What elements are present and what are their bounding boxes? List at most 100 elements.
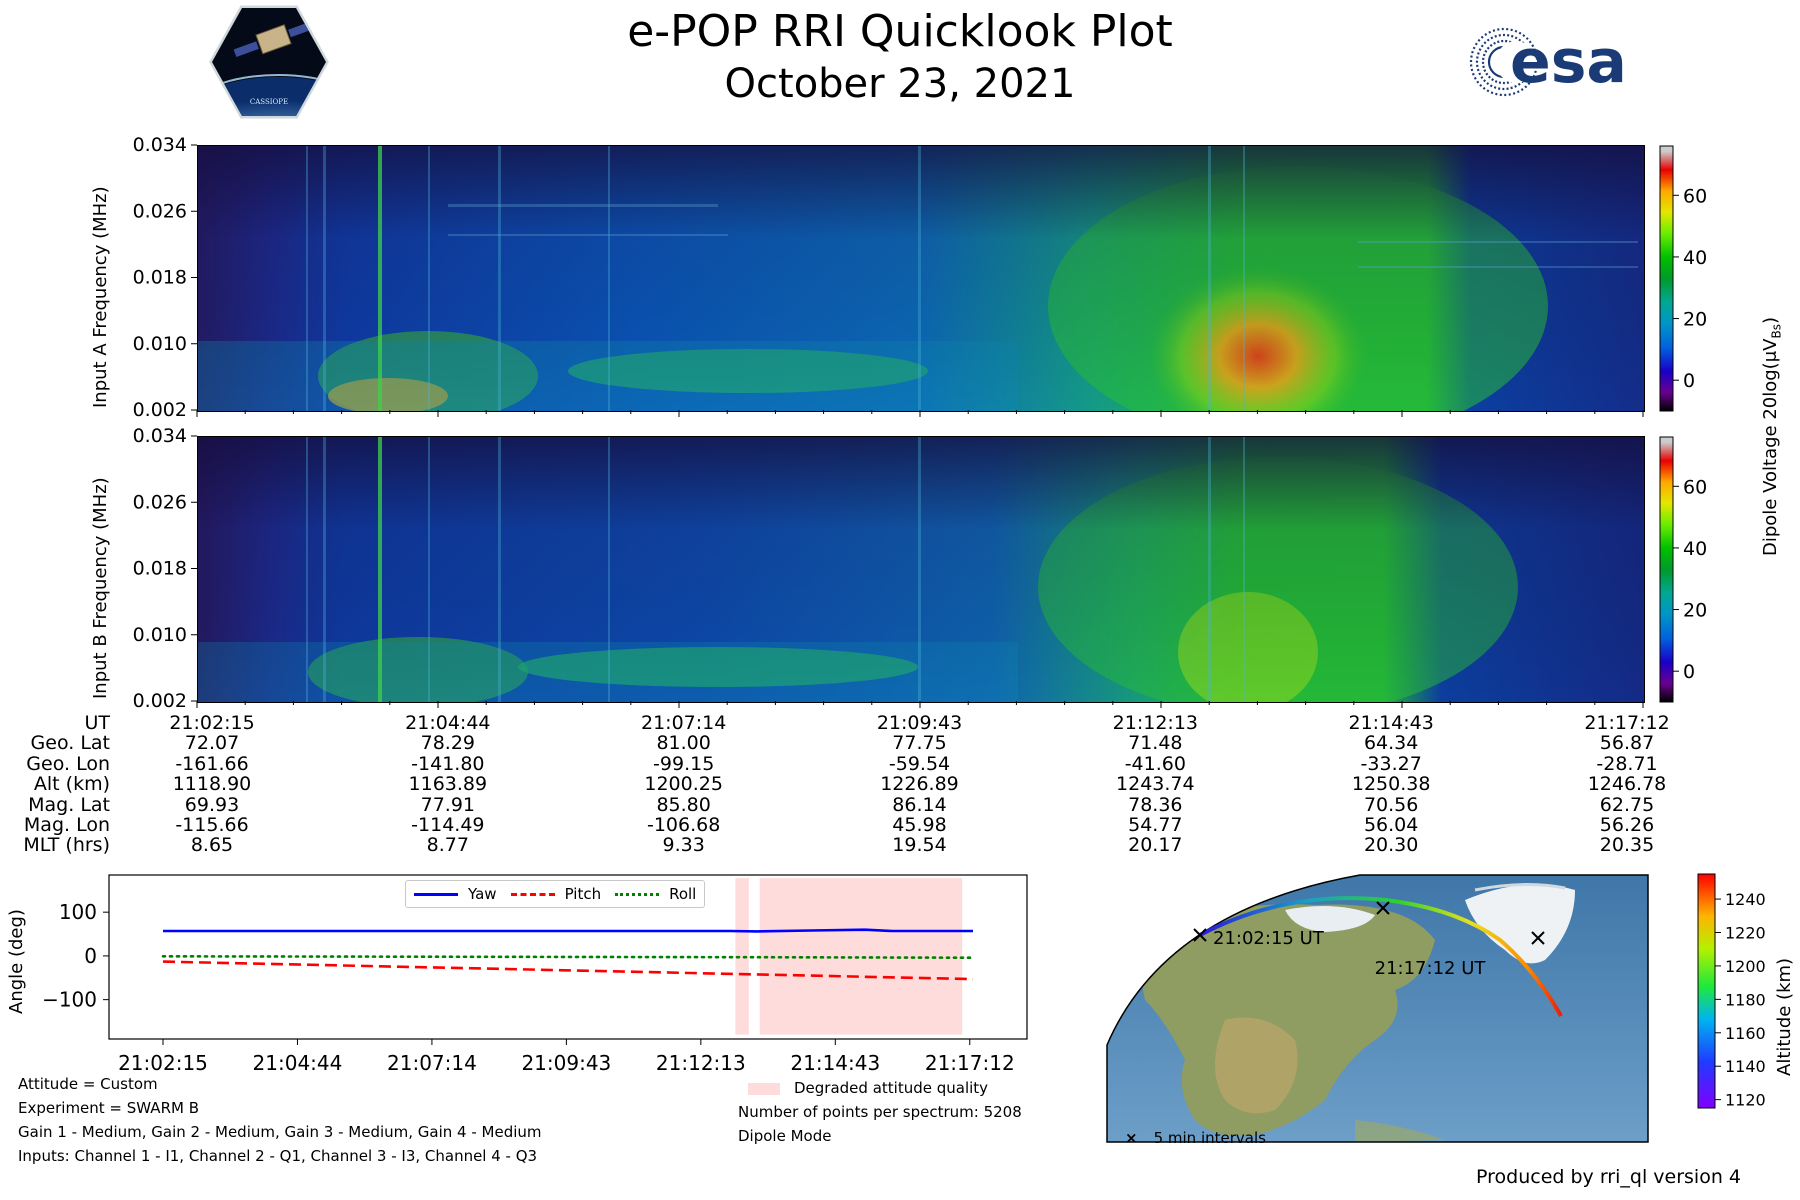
orbit-marker — [1376, 901, 1390, 915]
attitude-legend: Yaw Pitch Roll — [405, 880, 706, 908]
ephemeris-cell: 70.56 — [1363, 793, 1419, 816]
colorbar-tick-label: 40 — [1683, 538, 1707, 560]
y-tick-label: 0.010 — [133, 624, 187, 646]
ephemeris-cell: 54.77 — [1128, 814, 1183, 836]
colorbar-tick-label: 0 — [1683, 661, 1695, 683]
colorbar-tick-label: 20 — [1683, 309, 1707, 331]
attitude-y-tick: −100 — [42, 988, 97, 1012]
legend-pitch: Pitch — [510, 885, 601, 903]
ephemeris-cell: 8.77 — [426, 834, 469, 857]
dipole-colorbar: 60 40 20 0 60 40 20 0 — [1659, 145, 1707, 703]
ephemeris-cell: 20.17 — [1128, 834, 1183, 857]
orbit-map: 21:02:15 UT 21:17:12 UT — [1106, 874, 1649, 1143]
ephemeris-cell: 19.54 — [892, 834, 947, 857]
ephemeris-cell: 71.48 — [1128, 732, 1183, 755]
y-tick-label: 0.002 — [133, 399, 187, 421]
attitude-ylabel: Angle (deg) — [6, 909, 27, 1014]
ephemeris-cell: 64.34 — [1363, 732, 1419, 755]
attitude-x-tick: 21:12:13 — [656, 1051, 746, 1075]
attitude-y-tick: 100 — [59, 900, 97, 924]
y-tick-label: 0.010 — [133, 333, 187, 355]
ephemeris-cell: -59.54 — [888, 752, 951, 775]
ephemeris-row-label: Geo. Lon — [26, 752, 110, 775]
attitude-x-tick: 21:14:43 — [790, 1051, 880, 1075]
ephemeris-cell: 1250.38 — [1351, 773, 1431, 796]
attitude-x-tick: 21:02:15 — [118, 1051, 208, 1075]
ephemeris-cell: 56.04 — [1363, 814, 1419, 836]
ephemeris-cell: 78.29 — [420, 732, 476, 755]
ephemeris-cell: 21:07:14 — [640, 712, 727, 734]
ephemeris-cell: 86.14 — [892, 793, 947, 816]
y-tick-label: 0.026 — [133, 200, 187, 222]
esa-logo-icon: esa — [1469, 27, 1627, 97]
altitude-tick-label: 1220 — [1725, 924, 1766, 943]
ephemeris-cell: 1200.25 — [644, 773, 723, 796]
ephemeris-row-label: MLT (hrs) — [23, 834, 110, 857]
ephemeris-cell: 56.87 — [1599, 732, 1655, 755]
orbit-marker — [1193, 928, 1207, 942]
ephemeris-cell: 21:09:43 — [876, 712, 963, 734]
ephemeris-row-label: Mag. Lon — [23, 814, 110, 836]
esa-logo-text: esa — [1510, 27, 1627, 97]
ephemeris-cell: 77.91 — [420, 793, 476, 816]
altitude-tick-label: 1200 — [1725, 957, 1766, 976]
ephemeris-cell: 1246.78 — [1587, 773, 1667, 796]
orbit-end-label: 21:17:12 UT — [1375, 958, 1487, 979]
ephemeris-cell: -141.80 — [411, 752, 485, 775]
ephemeris-cell: 69.93 — [184, 793, 240, 816]
spectrogram-b — [197, 436, 1645, 703]
altitude-colorbar: 1240 1220 1200 1180 1160 1140 1120 — [1697, 873, 1766, 1110]
ephemeris-cell: 1163.89 — [408, 773, 488, 796]
y-tick-label: 0.034 — [133, 425, 187, 447]
x-mark-icon: × — [1125, 1129, 1138, 1147]
ephemeris-cell: 78.36 — [1128, 793, 1183, 816]
colorbar-tick-label: 0 — [1683, 370, 1695, 392]
ephemeris-cell: 85.80 — [656, 793, 711, 816]
note-mode: Dipole Mode — [738, 1127, 832, 1145]
ephemeris-row-label: Geo. Lat — [30, 732, 110, 755]
series-pitch — [162, 960, 974, 981]
spectrogram-a — [197, 145, 1645, 412]
orbit-start-label: 21:02:15 UT — [1213, 928, 1325, 949]
series-yaw — [163, 928, 973, 933]
colorbar-tick-label: 40 — [1683, 247, 1707, 269]
note-gains: Gain 1 - Medium, Gain 2 - Medium, Gain 3… — [18, 1123, 542, 1141]
note-inputs: Inputs: Channel 1 - I1, Channel 2 - Q1, … — [18, 1147, 538, 1165]
ephemeris-cell: 56.26 — [1599, 814, 1655, 836]
ephemeris-cell: 45.98 — [892, 814, 947, 836]
cassiope-logo-text: CASSIOPE — [250, 98, 288, 106]
altitude-tick-label: 1180 — [1725, 990, 1766, 1009]
ephemeris-table: UT Geo. Lat Geo. Lon Alt (km) Mag. Lat Mag. L… — [0, 713, 1800, 863]
attitude-y-tick: 0 — [84, 944, 97, 968]
spectrogram-b-ylabel: Input B Frequency (MHz) — [90, 477, 111, 699]
y-tick-label: 0.018 — [133, 558, 187, 580]
degraded-span — [735, 878, 749, 1035]
colorbar-tick-label: 20 — [1683, 600, 1707, 622]
ephemeris-cell: 77.75 — [892, 732, 947, 755]
ephemeris-cell: 1226.89 — [880, 773, 959, 796]
ephemeris-cell: 1118.90 — [172, 773, 252, 796]
ephemeris-cell: 1243.74 — [1116, 773, 1195, 796]
colorbar-tick-label: 60 — [1683, 185, 1707, 207]
attitude-x-tick: 21:04:44 — [253, 1051, 343, 1075]
ephemeris-cell: -114.49 — [411, 814, 485, 836]
attitude-chart: 100 0 −100 21:02:15 21:04:44 21:07:14 21:09:43… — [42, 874, 1028, 1075]
page-subtitle: October 23, 2021 — [724, 61, 1076, 107]
map-legend: × 5 min intervals — [1125, 1129, 1266, 1147]
ephemeris-cell: -28.71 — [1596, 752, 1658, 775]
cassiope-logo-icon: CASSIOPE — [209, 5, 329, 119]
ephemeris-cell: 8.65 — [190, 834, 234, 857]
attitude-x-tick: 21:09:43 — [521, 1051, 611, 1075]
ephemeris-cell: -99.15 — [653, 752, 715, 775]
orbit-markers — [1193, 901, 1545, 945]
ephemeris-cell: 21:12:13 — [1112, 712, 1198, 734]
ephemeris-row-label: UT — [84, 712, 110, 734]
page-title: e-POP RRI Quicklook Plot — [627, 6, 1173, 57]
altitude-tick-label: 1240 — [1725, 890, 1766, 909]
footer-credit: Produced by rri_ql version 4 — [1476, 1166, 1741, 1188]
ephemeris-cell: 21:14:43 — [1348, 712, 1434, 734]
ephemeris-row-label: Alt (km) — [33, 773, 110, 796]
ephemeris-cell: 62.75 — [1599, 793, 1655, 816]
attitude-x-tick: 21:17:12 — [925, 1051, 1015, 1075]
